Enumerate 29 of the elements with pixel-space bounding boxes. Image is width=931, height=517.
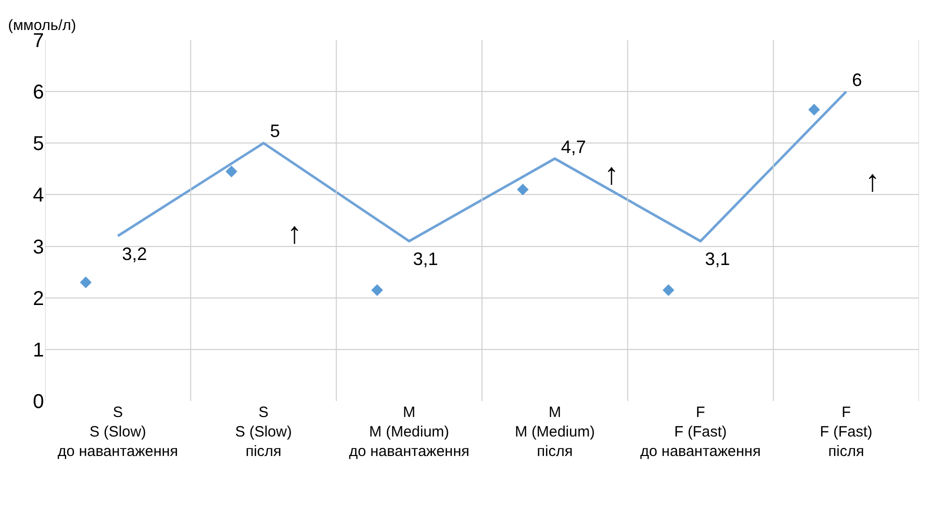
point — [226, 166, 238, 178]
x-tick-label: F F (Fast) до навантаження — [640, 404, 761, 460]
annotation: ↑ — [287, 217, 302, 250]
annotation: ↑ — [865, 165, 880, 198]
y-tick-label: 6 — [32, 82, 44, 104]
data-label: 4,7 — [561, 137, 586, 157]
annotation: ↑ — [604, 158, 619, 191]
line-series — [116, 90, 848, 242]
point — [371, 284, 383, 296]
y-tick-label: 3 — [32, 236, 44, 258]
y-tick-label: 5 — [32, 133, 44, 156]
y-tick-label: 1 — [32, 339, 44, 362]
x-tick-label: M M (Medium) до навантаження — [348, 404, 470, 460]
point — [662, 284, 674, 296]
y-tick-label: 2 — [32, 288, 44, 310]
x-tick-label: S S (Slow) після — [235, 404, 292, 460]
data-label: 5 — [270, 121, 280, 141]
data-label: 3,1 — [413, 249, 438, 269]
y-tick-label: 0 — [32, 391, 44, 413]
y-tick-label: 4 — [32, 184, 44, 207]
x-tick-label: M M (Medium) після — [514, 404, 595, 460]
point — [516, 184, 529, 196]
point — [80, 276, 92, 288]
x-tick-label: F F (Fast) після — [820, 404, 872, 460]
point — [808, 104, 820, 116]
x-tick-label: S S (Slow) до навантаження — [58, 404, 178, 460]
data-label: 3,1 — [705, 249, 730, 269]
data-label: 6 — [852, 70, 862, 90]
data-label: 3,2 — [122, 244, 148, 264]
